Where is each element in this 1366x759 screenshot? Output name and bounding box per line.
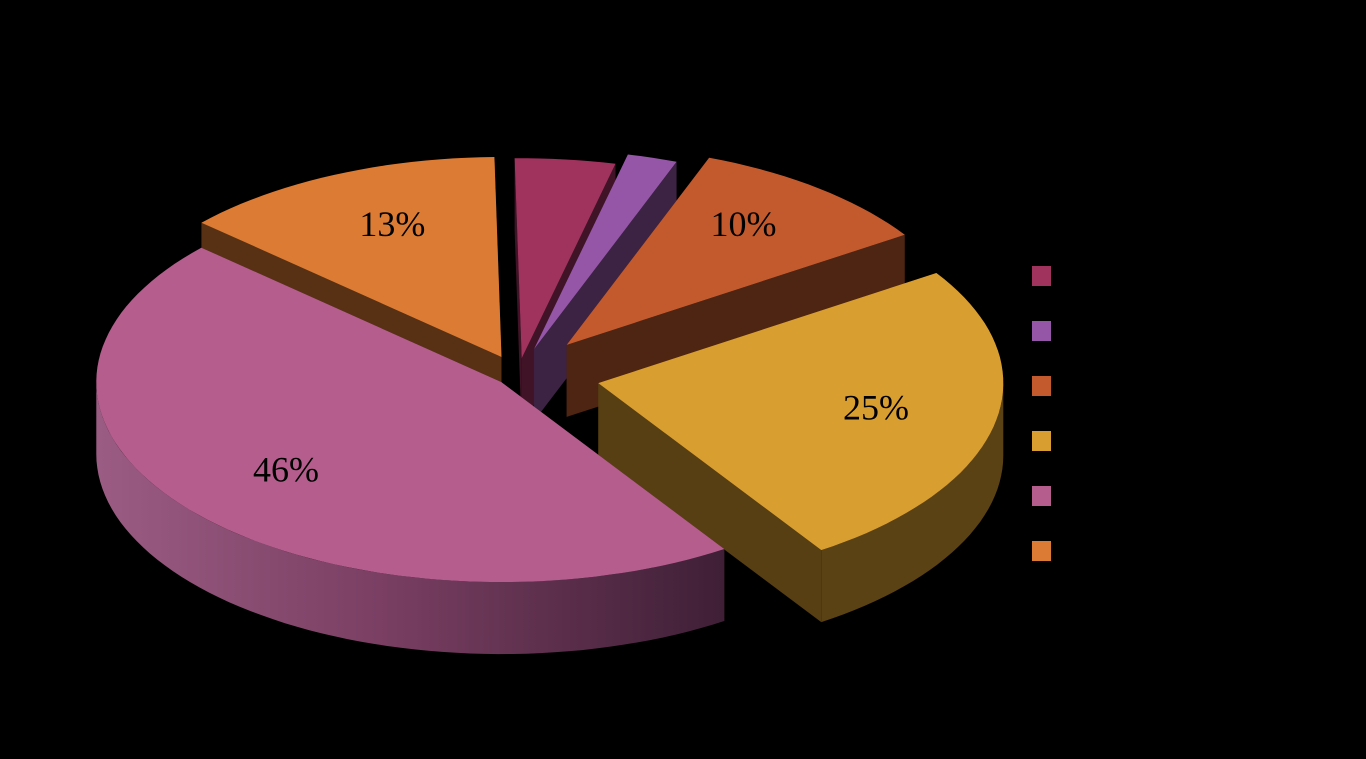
pie-slice xyxy=(514,158,616,359)
legend-item xyxy=(1032,541,1152,596)
pie-slice-side xyxy=(96,382,725,655)
pie-slice-side xyxy=(821,383,1004,623)
legend-swatch xyxy=(1032,266,1051,286)
pie-slice xyxy=(598,273,1004,551)
slice-data-label: 10% xyxy=(711,204,777,244)
pie-slice-wall xyxy=(514,158,522,431)
chart-legend xyxy=(1032,266,1152,596)
slice-data-label: 13% xyxy=(359,204,425,244)
slice-data-label: 46% xyxy=(253,449,319,489)
pie-slice xyxy=(566,157,905,345)
slice-data-label: 25% xyxy=(843,388,909,428)
pie-slice xyxy=(201,157,502,357)
legend-item xyxy=(1032,266,1152,321)
legend-swatch xyxy=(1032,321,1051,341)
legend-item xyxy=(1032,431,1152,486)
pie-slice-wall xyxy=(598,383,822,623)
legend-swatch xyxy=(1032,541,1051,561)
pie-slice xyxy=(96,247,725,583)
pie-slice xyxy=(534,154,677,349)
legend-item xyxy=(1032,321,1152,376)
legend-item xyxy=(1032,486,1152,541)
legend-swatch xyxy=(1032,486,1051,506)
legend-swatch xyxy=(1032,376,1051,396)
legend-swatch xyxy=(1032,431,1051,451)
legend-item xyxy=(1032,376,1152,431)
